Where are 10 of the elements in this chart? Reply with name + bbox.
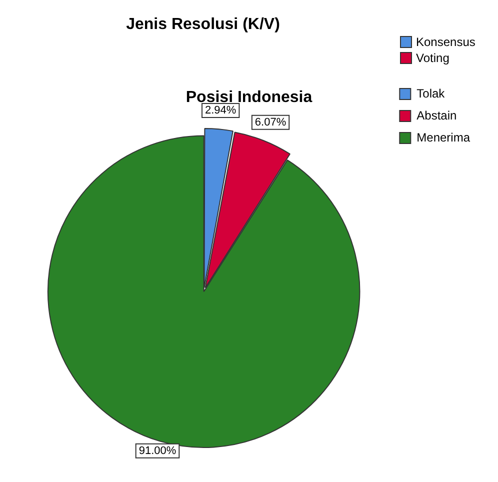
data-label: 2.94% [205,104,236,117]
legend-label: Konsensus [416,35,476,49]
data-label: 6.07% [254,116,286,128]
legend-label: Menerima [416,130,470,144]
legend-label: Tolak [416,86,446,100]
chart-title: Posisi Indonesia [186,89,312,106]
text: Jenis Resolusi (K/V) [125,16,281,34]
legend-label: Voting [416,51,450,65]
legend-label: Abstain [416,108,457,122]
data-label: 91.00% [138,444,176,457]
